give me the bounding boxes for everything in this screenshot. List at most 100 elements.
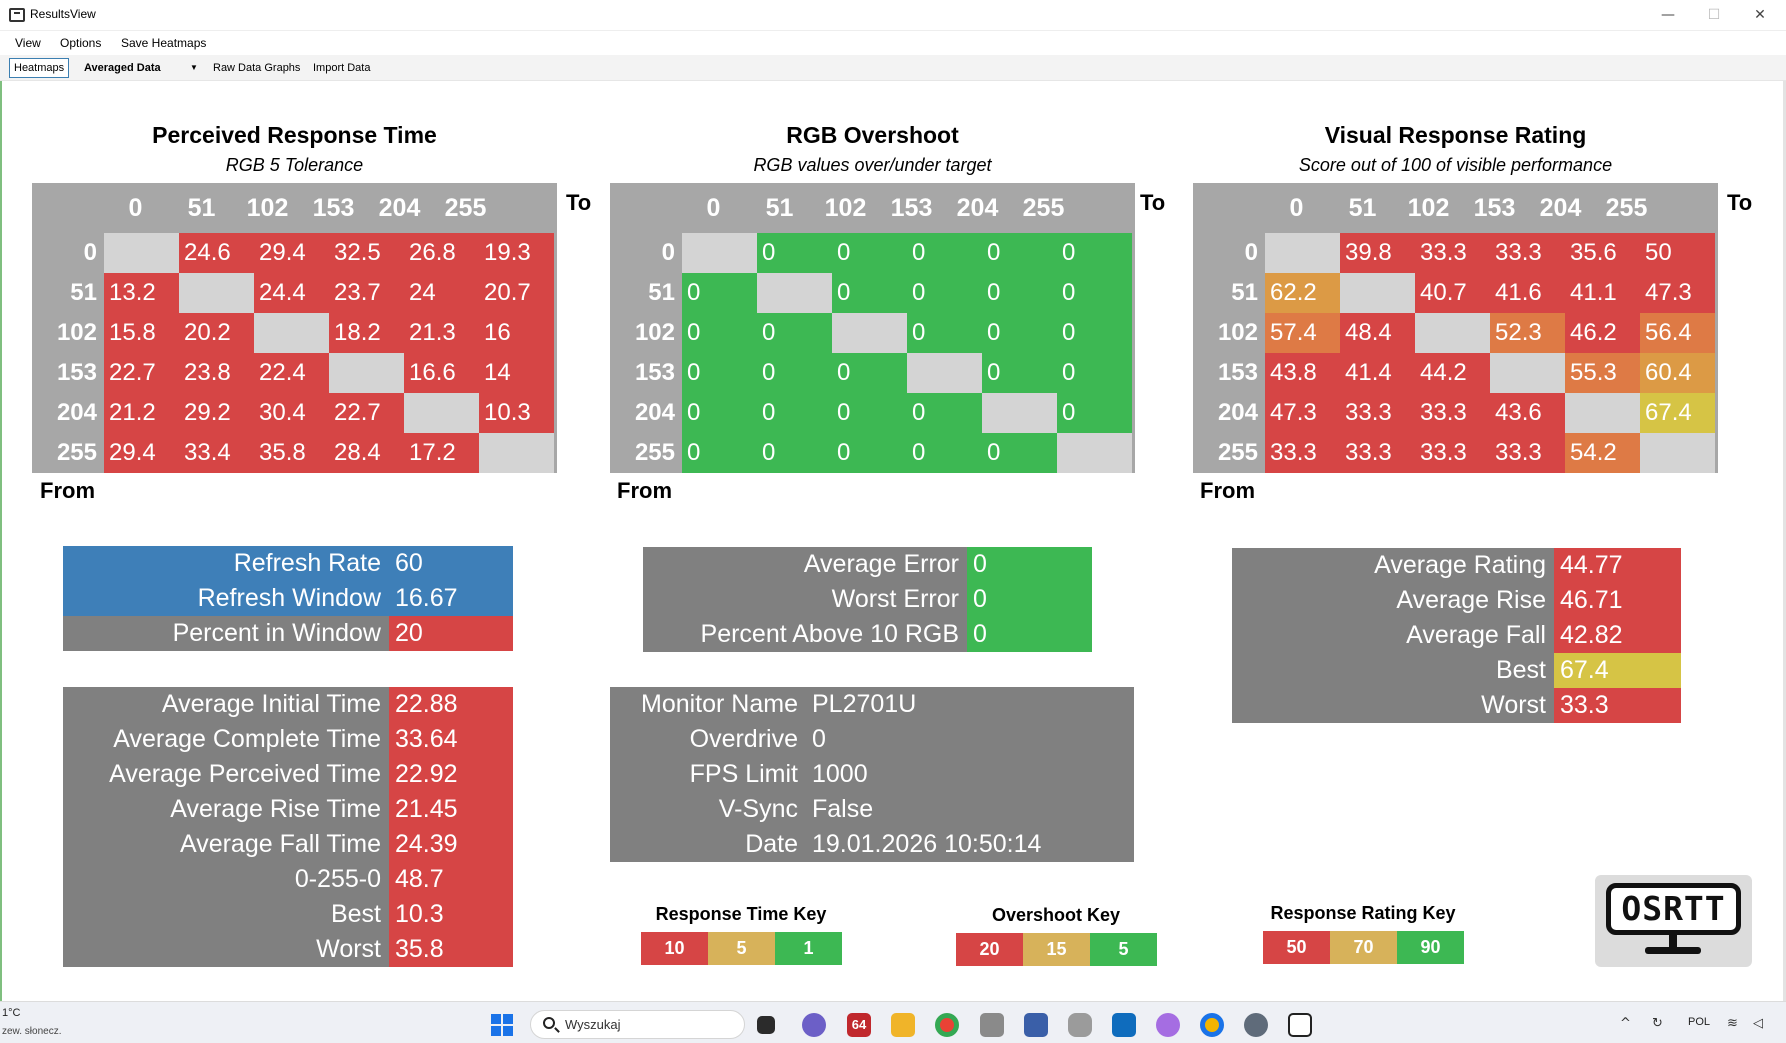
stat-row: Refresh Window 16.67: [63, 581, 513, 616]
heatmap-cell: 16.6: [404, 353, 479, 393]
heatmap-cell: 0: [832, 433, 907, 473]
search-icon: [543, 1017, 555, 1029]
heatmap-cell: 18.2: [329, 313, 404, 353]
heatmap-cell: [179, 273, 254, 313]
drive-icon[interactable]: [980, 1013, 1004, 1037]
weather-temperature[interactable]: 1°C: [2, 1007, 21, 1019]
heatmap-cell: [907, 353, 982, 393]
menu-view[interactable]: View: [15, 36, 41, 50]
copilot-icon[interactable]: [1156, 1013, 1180, 1037]
row-header: 51: [70, 279, 97, 306]
axis-label-from: From: [1200, 478, 1255, 503]
sync-icon[interactable]: ↻: [1652, 1016, 1663, 1031]
close-button[interactable]: ✕: [1754, 7, 1766, 23]
key-cell: 50: [1263, 931, 1330, 964]
stat-row: Refresh Rate 60: [63, 546, 513, 581]
column-header: 153: [1473, 194, 1516, 222]
heatmap-cell: 67.4: [1640, 393, 1715, 433]
row-header: 0: [1244, 239, 1258, 266]
stat-label: Worst: [63, 932, 389, 967]
settings-icon[interactable]: [1244, 1013, 1268, 1037]
stat-label: Date: [610, 827, 806, 862]
app-64-icon[interactable]: 64: [847, 1013, 871, 1037]
volume-icon[interactable]: ◁: [1753, 1016, 1763, 1031]
column-header: 255: [1605, 194, 1648, 222]
column-header: 0: [128, 194, 143, 222]
heatmap-cell: 29.4: [254, 233, 329, 273]
database-icon[interactable]: [1068, 1013, 1092, 1037]
row-header: 0: [83, 239, 97, 266]
logo-stem: [1669, 935, 1677, 949]
file-explorer-icon[interactable]: [891, 1013, 915, 1037]
menu-save-heatmaps[interactable]: Save Heatmaps: [121, 36, 207, 50]
chrome-dev-icon[interactable]: [1200, 1013, 1224, 1037]
chrome-icon[interactable]: [935, 1013, 959, 1037]
start-icon[interactable]: [491, 1014, 513, 1036]
heatmap-cell: [329, 353, 404, 393]
heatmap-cell: 0: [832, 273, 907, 313]
osrtt-icon[interactable]: [1288, 1013, 1312, 1037]
heatmap-cell: 32.5: [329, 233, 404, 273]
wifi-icon[interactable]: ≋: [1727, 1016, 1738, 1031]
import-data-button[interactable]: Import Data: [313, 62, 371, 74]
heatmap-cell: 0: [682, 393, 757, 433]
heatmap-cell: [1565, 393, 1640, 433]
heatmap-cell: 20.7: [479, 273, 554, 313]
heatmap-cell: [479, 433, 554, 473]
heatmap-cell: 30.4: [254, 393, 329, 433]
heatmap-perceived-response-time: 0 51 102 153 204 255 0 24.6 29.4 32.5 26.8 19.3 51 13…: [32, 183, 557, 473]
heatmap-cell: 29.2: [179, 393, 254, 433]
outlook-icon[interactable]: [1112, 1013, 1136, 1037]
task-view-icon[interactable]: [757, 1016, 775, 1034]
heatmap-cell: 33.3: [1415, 393, 1490, 433]
heatmap-cell: 0: [832, 353, 907, 393]
stat-value: 16.67: [389, 581, 513, 616]
heatmap-subtitle: RGB 5 Tolerance: [225, 155, 364, 175]
heatmap-title: Visual Response Rating: [1324, 122, 1587, 148]
stat-label: Best: [63, 897, 389, 932]
maximize-button[interactable]: ☐: [1707, 7, 1721, 23]
heatmap-cell: 33.4: [179, 433, 254, 473]
menu-options[interactable]: Options: [60, 36, 102, 50]
column-header: 204: [1539, 194, 1582, 222]
raw-data-graphs-button[interactable]: Raw Data Graphs: [213, 62, 301, 74]
stat-label: 0-255-0: [63, 862, 389, 897]
heatmap-cell: 24.4: [254, 273, 329, 313]
network-icon[interactable]: [1024, 1013, 1048, 1037]
heatmap-cell: [1490, 353, 1565, 393]
column-header: 153: [312, 194, 355, 222]
row-header: 153: [634, 359, 675, 386]
minimize-button[interactable]: —: [1661, 7, 1675, 23]
heatmap-cell: 0: [907, 313, 982, 353]
taskbar-search-input[interactable]: Wyszukaj: [530, 1010, 745, 1039]
key-cell: 70: [1330, 931, 1397, 964]
stat-value: 0: [806, 722, 1134, 757]
teams-icon[interactable]: [802, 1013, 826, 1037]
chevron-down-icon[interactable]: ▼: [190, 63, 198, 72]
heatmap-cell: 19.3: [479, 233, 554, 273]
column-header: 204: [956, 194, 999, 222]
heatmap-cell: 29.4: [104, 433, 179, 473]
weather-description[interactable]: zew. słonecz.: [2, 1026, 62, 1037]
heatmap-cell: 0: [682, 313, 757, 353]
logo-base: [1645, 947, 1701, 954]
heatmap-cell: 41.4: [1340, 353, 1415, 393]
heatmap-cell: 23.8: [179, 353, 254, 393]
chevron-up-icon[interactable]: ^: [1620, 1016, 1631, 1031]
heatmap-cell: 33.3: [1490, 433, 1565, 473]
stat-label: Average Initial Time: [63, 687, 389, 722]
stat-row: V-Sync False: [610, 792, 1134, 827]
language-indicator[interactable]: POL: [1688, 1016, 1711, 1028]
heatmap-cell: 0: [1057, 353, 1132, 393]
stat-value: 22.92: [389, 757, 513, 792]
averaged-data-select[interactable]: Averaged Data: [84, 62, 161, 74]
stat-label: Average Rise Time: [63, 792, 389, 827]
heatmaps-tab[interactable]: Heatmaps: [9, 58, 70, 78]
scrollbar-track[interactable]: [1783, 81, 1786, 1001]
heatmap-cell: 17.2: [404, 433, 479, 473]
stat-label: Average Rise: [1232, 583, 1554, 618]
heatmap-cell: 60.4: [1640, 353, 1715, 393]
row-header: 102: [634, 319, 675, 346]
heatmap-cell: 22.4: [254, 353, 329, 393]
heatmap-title: Perceived Response Time: [152, 122, 437, 148]
